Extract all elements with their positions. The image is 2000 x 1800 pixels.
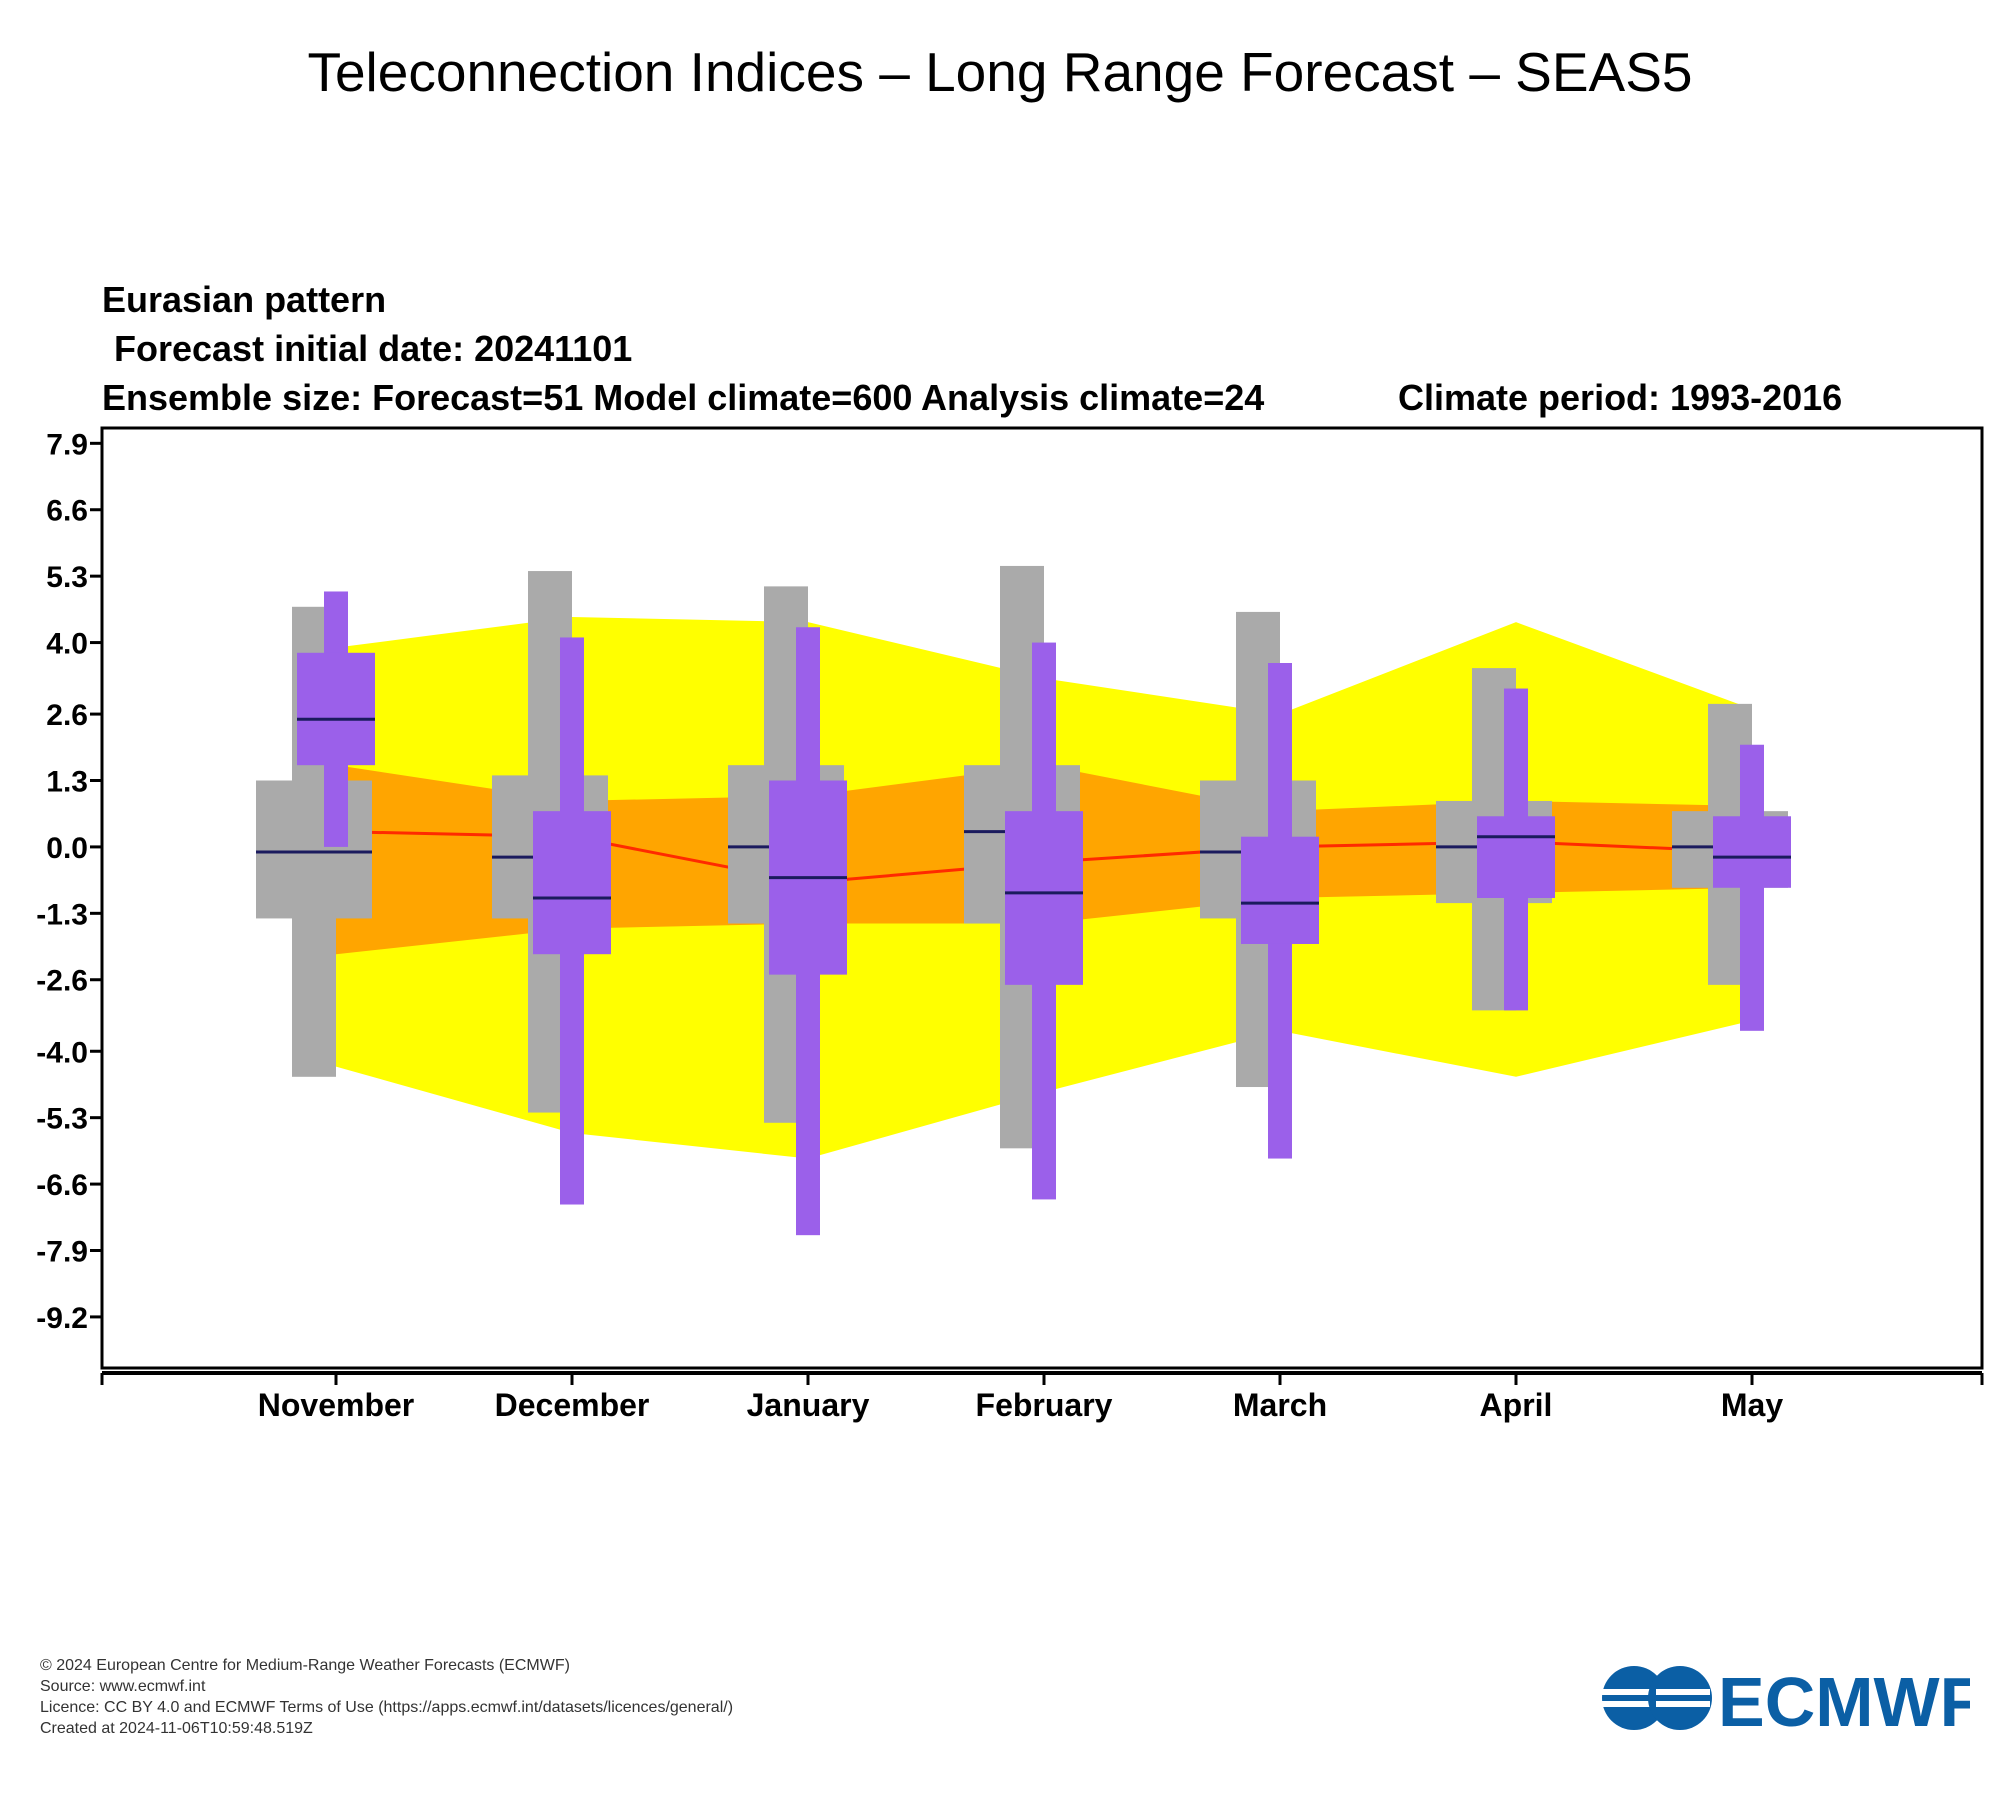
y-tick-label: -6.6 bbox=[36, 1169, 88, 1202]
y-tick-label: -2.6 bbox=[36, 965, 88, 998]
y-tick-label: 1.3 bbox=[46, 766, 88, 799]
forecast-box bbox=[297, 652, 375, 766]
footer-source: Source: www.ecmwf.int bbox=[40, 1678, 206, 1695]
y-tick-label: -9.2 bbox=[36, 1302, 88, 1335]
y-tick-label: -4.0 bbox=[36, 1036, 88, 1069]
plot-frame bbox=[100, 426, 1984, 1370]
x-axis: November December January February March Apri… bbox=[100, 1371, 1984, 1423]
y-axis: 7.9 6.6 5.3 4.0 2.6 1.3 0.0 -1.3 -2.6 -4.0 -5.3 -6.… bbox=[36, 428, 102, 1335]
x-tick-label-january: January bbox=[747, 1387, 870, 1423]
x-tick-label-november: November bbox=[258, 1387, 415, 1423]
x-tick-label-march: March bbox=[1233, 1387, 1327, 1423]
x-tick-label-april: April bbox=[1480, 1387, 1553, 1423]
forecast-box bbox=[1005, 811, 1083, 985]
climate-period-label: Climate period: 1993-2016 bbox=[1398, 377, 1842, 418]
model-climate-box bbox=[256, 780, 372, 919]
y-tick-label: -7.9 bbox=[36, 1236, 88, 1269]
y-tick-label: 4.0 bbox=[46, 628, 88, 661]
ecmwf-logo-text: ECMWF bbox=[1718, 1663, 1970, 1734]
footer-copyright: © 2024 European Centre for Medium-Range … bbox=[40, 1657, 570, 1674]
footer-licence: Licence: CC BY 4.0 and ECMWF Terms of Us… bbox=[40, 1699, 734, 1716]
footer: © 2024 European Centre for Medium-Range … bbox=[40, 1655, 733, 1739]
forecast-box bbox=[533, 811, 611, 955]
y-tick-label: 0.0 bbox=[46, 832, 88, 865]
x-tick-label-may: May bbox=[1721, 1387, 1783, 1423]
ensemble-size-label: Ensemble size: Forecast=51 Model climate… bbox=[102, 377, 1264, 418]
page-title: Teleconnection Indices – Long Range Fore… bbox=[307, 41, 1693, 103]
ecmwf-logo-icon bbox=[1598, 1666, 1712, 1730]
x-tick-label-december: December bbox=[495, 1387, 650, 1423]
y-tick-label: -1.3 bbox=[36, 898, 88, 931]
footer-created: Created at 2024-11-06T10:59:48.519Z bbox=[40, 1720, 313, 1737]
box-plots bbox=[256, 565, 1791, 1236]
x-tick-label-february: February bbox=[976, 1387, 1113, 1423]
y-tick-label: 6.6 bbox=[46, 495, 88, 528]
forecast-box bbox=[1241, 836, 1319, 944]
forecast-box bbox=[1477, 816, 1555, 898]
y-tick-label: -5.3 bbox=[36, 1103, 88, 1136]
y-tick-label: 2.6 bbox=[46, 699, 88, 732]
y-tick-label: 5.3 bbox=[46, 561, 88, 594]
forecast-box bbox=[1713, 816, 1791, 888]
ecmwf-logo: ECMWF bbox=[1598, 1663, 1970, 1734]
chart-title: Eurasian pattern bbox=[102, 279, 386, 320]
chart-subtitle: Forecast initial date: 20241101 bbox=[114, 328, 632, 369]
y-tick-label: 7.9 bbox=[46, 428, 88, 461]
